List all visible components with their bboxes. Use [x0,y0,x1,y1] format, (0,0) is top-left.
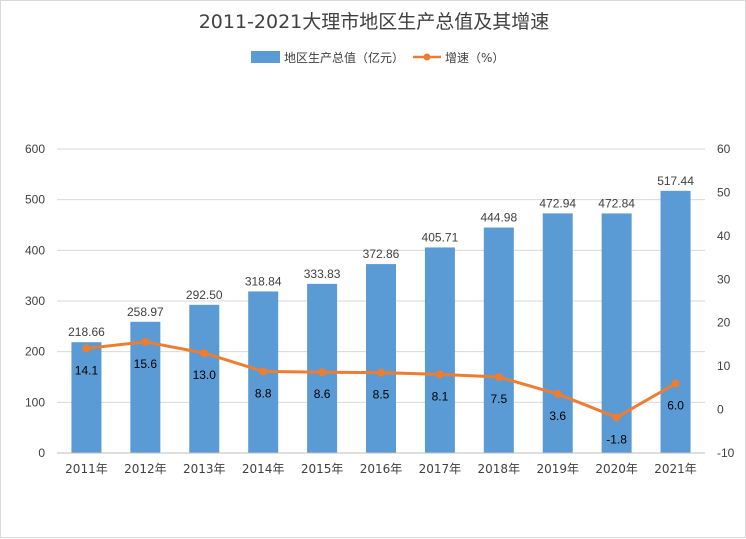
line-value-label: 6.0 [667,399,684,413]
bar [542,213,573,453]
right-tick-label: 20 [717,316,731,330]
bar-value-label: 218.66 [68,325,105,339]
right-tick-label: 30 [717,272,731,286]
right-tick-label: 50 [717,185,731,199]
x-tick-label: 2011年 [65,462,108,476]
line-value-label: 8.8 [255,386,272,400]
bar-value-label: 405.71 [422,230,459,244]
bar [366,264,396,453]
legend-label-bar: 地区生产总值（亿元） [284,50,404,65]
line-value-label: 7.5 [490,392,507,406]
line-point [259,367,268,376]
line-value-label: 15.6 [134,357,158,371]
line-point [671,379,680,388]
right-tick-label: 10 [717,359,731,373]
line-value-label: -1.8 [606,432,627,446]
left-tick-label: 200 [25,345,45,359]
bar-data-labels: 218.66 258.97 292.50 318.84 333.83 372.86 405.… [68,174,694,339]
bar-value-label: 517.44 [657,174,694,188]
bar-value-label: 333.83 [304,267,341,281]
left-tick-label: 100 [25,395,45,409]
bar-value-label: 444.98 [480,211,517,225]
right-tick-label: 60 [717,142,731,156]
line-point [82,344,91,353]
right-tick-label: 0 [717,403,724,417]
line-point [377,368,385,377]
left-tick-label: 500 [25,193,45,207]
x-tick-label: 2016年 [360,462,403,476]
bar [189,304,220,453]
bar-value-label: 318.84 [245,274,282,288]
left-tick-label: 600 [25,142,45,156]
left-y-axis: 0 100 200 300 400 500 600 [25,142,45,460]
legend: 地区生产总值（亿元） 增速（%） [251,50,504,65]
line-point [553,389,562,398]
line-value-label: 13.0 [193,368,217,382]
left-tick-label: 400 [25,243,45,257]
line-point [141,337,150,346]
left-tick-label: 300 [25,294,45,308]
line-value-label: 8.1 [432,389,449,403]
line-value-label: 8.5 [373,388,390,402]
left-tick-label: 0 [38,446,45,460]
x-tick-label: 2012年 [124,462,167,476]
legend-swatch-bar [251,51,280,63]
bar-series [71,190,691,454]
chart-title: 2011-2021大理市地区生产总值及其增速 [199,11,550,33]
bar-value-label: 292.50 [186,288,223,302]
bar [483,227,514,453]
x-tick-label: 2013年 [183,462,226,476]
line-series [82,337,680,422]
x-tick-label: 2021年 [654,462,697,476]
legend-swatch-marker [423,53,431,61]
x-tick-label: 2019年 [536,462,579,476]
bar-value-label: 372.86 [363,247,400,261]
bar [71,342,102,453]
x-tick-label: 2015年 [301,462,344,476]
line-point [494,373,503,381]
right-tick-label: -10 [717,446,735,460]
line-value-label: 8.6 [314,387,331,401]
x-tick-label: 2018年 [478,462,521,476]
x-axis: 2011年 2012年 2013年 2014年 2015年 2016年 2017年 2018年… [57,452,705,476]
right-tick-label: 40 [717,229,731,243]
bar-value-label: 258.97 [127,305,164,319]
line-point [435,370,444,379]
right-y-axis: -10 0 10 20 30 40 50 60 [717,142,735,460]
bar [424,247,455,453]
legend-label-line: 增速（%） [445,51,504,65]
bar-value-label: 472.84 [598,196,635,210]
line-point [200,349,209,358]
line-value-label: 3.6 [549,409,566,423]
bar [660,190,691,454]
x-tick-label: 2017年 [419,462,462,476]
line-point [612,413,621,422]
bar-value-label: 472.94 [539,196,576,210]
x-tick-label: 2014年 [242,462,285,476]
line-point [318,368,327,377]
line-data-labels: 14.1 15.6 13.0 8.8 8.6 8.5 8.1 7.5 3.6 -1.8 6.0 [75,357,684,447]
line-value-label: 14.1 [75,363,99,377]
x-tick-label: 2020年 [595,462,638,476]
